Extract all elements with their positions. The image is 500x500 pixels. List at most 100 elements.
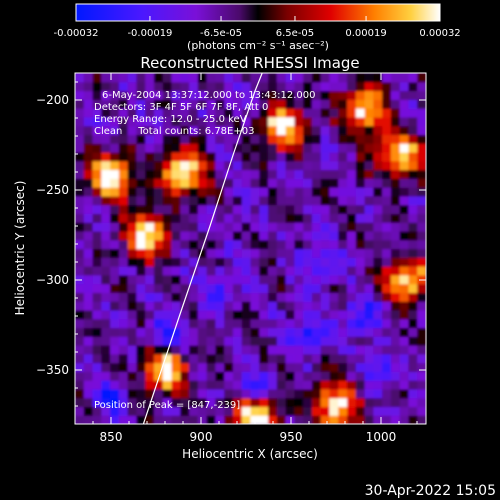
heatmap-cell (320, 169, 331, 179)
heatmap-cell (417, 108, 426, 118)
heatmap-cell (136, 239, 146, 250)
heatmap-cell (197, 90, 208, 100)
heatmap-cell (162, 283, 173, 293)
heatmap-cell (390, 248, 401, 258)
heatmap-cell (250, 301, 260, 311)
heatmap-cell (294, 353, 304, 364)
heatmap-cell (153, 301, 164, 311)
heatmap-cell (303, 397, 313, 408)
heatmap-cell (101, 318, 111, 329)
heatmap-cell (215, 187, 225, 197)
heatmap-cell (224, 371, 234, 381)
heatmap-cell (180, 81, 190, 92)
heatmap-cell (355, 248, 366, 258)
heatmap-cell (399, 81, 410, 92)
heatmap-cell (408, 160, 418, 171)
heatmap-cell (101, 406, 111, 416)
heatmap-cell (180, 248, 190, 258)
heatmap-cell (127, 388, 138, 399)
heatmap-cell (399, 169, 410, 179)
heatmap-cell (127, 81, 138, 92)
heatmap-cell (232, 257, 243, 267)
heatmap-cell (294, 292, 304, 302)
heatmap-cell (224, 406, 234, 416)
heatmap-cell (320, 73, 331, 83)
heatmap-cell (197, 230, 208, 241)
heatmap-cell (408, 73, 418, 83)
heatmap-cell (127, 187, 138, 197)
heatmap-cell (285, 274, 295, 285)
heatmap-cell (197, 222, 208, 232)
heatmap-cell (171, 125, 181, 136)
heatmap-cell (215, 362, 225, 372)
heatmap-cell (294, 160, 304, 171)
heatmap-cell (83, 274, 94, 285)
heatmap-cell (347, 309, 357, 320)
heatmap-cell (276, 388, 287, 399)
heatmap-cell (250, 257, 260, 267)
heatmap-cell (390, 380, 401, 390)
heatmap-cell (382, 266, 392, 276)
heatmap-cell (259, 318, 269, 329)
heatmap-cell (153, 283, 164, 293)
heatmap-cell (329, 257, 339, 267)
heatmap-cell (390, 125, 401, 136)
heatmap-cell (127, 415, 138, 424)
heatmap-cell (241, 380, 252, 390)
heatmap-cell (329, 73, 339, 83)
heatmap-cell (189, 116, 199, 127)
heatmap-cell (180, 371, 190, 381)
heatmap-cell (311, 318, 322, 329)
heatmap-cell (417, 187, 426, 197)
heatmap-cell (250, 397, 260, 408)
heatmap-cell (241, 327, 252, 337)
heatmap-cell (171, 353, 181, 364)
heatmap-cell (364, 160, 374, 171)
heatmap-cell (408, 151, 418, 162)
heatmap-cell (408, 397, 418, 408)
heatmap-cell (382, 81, 392, 92)
heatmap-cell (206, 195, 216, 206)
heatmap-cell (417, 169, 426, 179)
heatmap-cell (338, 73, 348, 83)
heatmap-cell (355, 204, 366, 214)
heatmap-cell (338, 371, 348, 381)
heatmap-cell (92, 415, 102, 424)
heatmap-cell (303, 283, 313, 293)
heatmap-cell (382, 309, 392, 320)
heatmap-cell (127, 108, 138, 118)
heatmap-cell (268, 292, 278, 302)
heatmap-cell (268, 187, 278, 197)
heatmap-cell (373, 90, 383, 100)
heatmap-cell (347, 169, 357, 179)
heatmap-cell (250, 362, 260, 372)
heatmap-cell (153, 415, 164, 424)
heatmap-cell (364, 380, 374, 390)
heatmap-cell (110, 397, 120, 408)
heatmap-cell (206, 345, 216, 355)
heatmap-cell (417, 380, 426, 390)
heatmap-cell (224, 388, 234, 399)
heatmap-cell (215, 283, 225, 293)
heatmap-cell (153, 327, 164, 337)
heatmap-cell (224, 73, 234, 83)
heatmap-cell (329, 283, 339, 293)
heatmap-cell (127, 160, 138, 171)
heatmap-cell (197, 309, 208, 320)
heatmap-cell (215, 151, 225, 162)
heatmap-cell (145, 239, 155, 250)
heatmap-cell (110, 178, 120, 188)
heatmap-cell (294, 230, 304, 241)
heatmap-cell (83, 292, 94, 302)
heatmap-cell (127, 195, 138, 206)
heatmap-cell (294, 336, 304, 346)
heatmap-cell (320, 283, 331, 293)
heatmap-cell (180, 73, 190, 83)
heatmap-cell (338, 283, 348, 293)
heatmap-cell (347, 248, 357, 258)
heatmap-cell (382, 230, 392, 241)
heatmap-cell (101, 169, 111, 179)
heatmap-cell (382, 213, 392, 223)
heatmap-cell (338, 362, 348, 372)
heatmap-cell (276, 397, 287, 408)
